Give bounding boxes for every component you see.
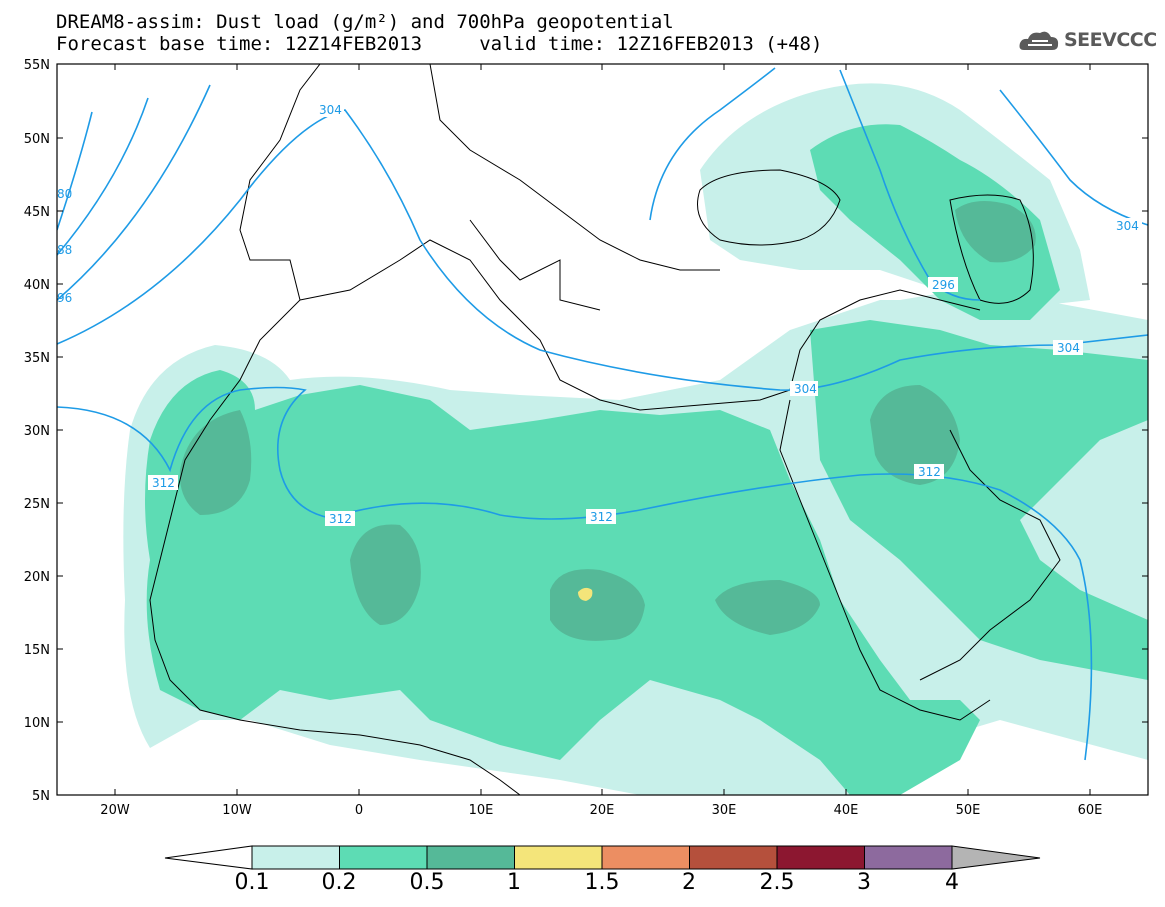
contour-label: 304 <box>319 103 342 117</box>
colorbar-swatch <box>339 845 428 870</box>
lon-label: 40E <box>834 803 859 818</box>
dust-field-peak <box>578 587 593 601</box>
lon-label: 30E <box>712 803 737 818</box>
contour-label: 296 <box>932 278 955 292</box>
lon-label: 10E <box>469 803 494 818</box>
colorbar-swatch <box>864 845 953 870</box>
colorbar-label: 2 <box>682 870 696 895</box>
contour-label: 80 <box>57 187 72 201</box>
lon-label: 50E <box>956 803 981 818</box>
lat-label: 25N <box>24 497 50 512</box>
colorbar <box>164 845 1041 870</box>
lon-label: 20W <box>100 803 130 818</box>
lat-label: 15N <box>24 643 50 658</box>
colorbar-label: 1.5 <box>584 870 620 895</box>
colorbar-label: 0.2 <box>321 870 357 895</box>
colorbar-swatch <box>426 845 515 870</box>
latitude-axis <box>57 63 1148 796</box>
colorbar-swatch <box>776 845 865 870</box>
lat-label: 50N <box>24 132 50 147</box>
colorbar-label: 0.1 <box>234 870 270 895</box>
contour-label: 312 <box>152 476 175 490</box>
lat-label: 5N <box>32 789 50 804</box>
lon-label: 0 <box>355 803 363 818</box>
lat-label: 45N <box>24 205 50 220</box>
colorbar-label: 0.5 <box>409 870 445 895</box>
coastlines <box>149 64 1061 795</box>
contour-label: 304 <box>794 382 817 396</box>
contour-label: 304 <box>1116 219 1139 233</box>
contour-label: 88 <box>57 243 72 257</box>
lat-label: 10N <box>24 716 50 731</box>
contour-label: 96 <box>57 291 72 305</box>
geopotential-contours <box>57 67 1148 761</box>
lat-label: 20N <box>24 570 50 585</box>
dust-field-dense <box>179 201 1036 641</box>
map-subtitle: Forecast base time: 12Z14FEB2013 valid t… <box>56 33 823 55</box>
contour-label: 312 <box>918 465 941 479</box>
lon-label: 20E <box>590 803 615 818</box>
colorbar-label: 3 <box>857 870 871 895</box>
cloud-logo-icon <box>1019 31 1059 50</box>
colorbar-swatch <box>251 845 340 870</box>
colorbar-high-arrow <box>951 845 1041 870</box>
logo-text: SEEVCCC <box>1064 29 1157 51</box>
colorbar-label: 4 <box>945 870 959 895</box>
colorbar-label: 1 <box>507 870 521 895</box>
contour-label: 304 <box>1057 341 1080 355</box>
contour-labels: 304 80 88 96 312 312 312 312 304 296 304… <box>57 103 1142 526</box>
lat-label: 40N <box>24 278 50 293</box>
lat-label: 30N <box>24 424 50 439</box>
colorbar-label: 2.5 <box>759 870 795 895</box>
colorbar-swatch <box>689 845 778 870</box>
lon-label: 10W <box>222 803 252 818</box>
map-title: DREAM8-assim: Dust load (g/m²) and 700hP… <box>56 11 674 33</box>
colorbar-low-arrow <box>164 845 253 870</box>
lat-label: 55N <box>24 58 50 73</box>
colorbar-swatch <box>601 845 690 870</box>
lat-label: 35N <box>24 351 50 366</box>
contour-label: 312 <box>329 512 352 526</box>
longitude-axis <box>114 64 1091 795</box>
lon-label: 60E <box>1078 803 1103 818</box>
contour-label: 312 <box>590 510 613 524</box>
colorbar-swatch <box>514 845 603 870</box>
